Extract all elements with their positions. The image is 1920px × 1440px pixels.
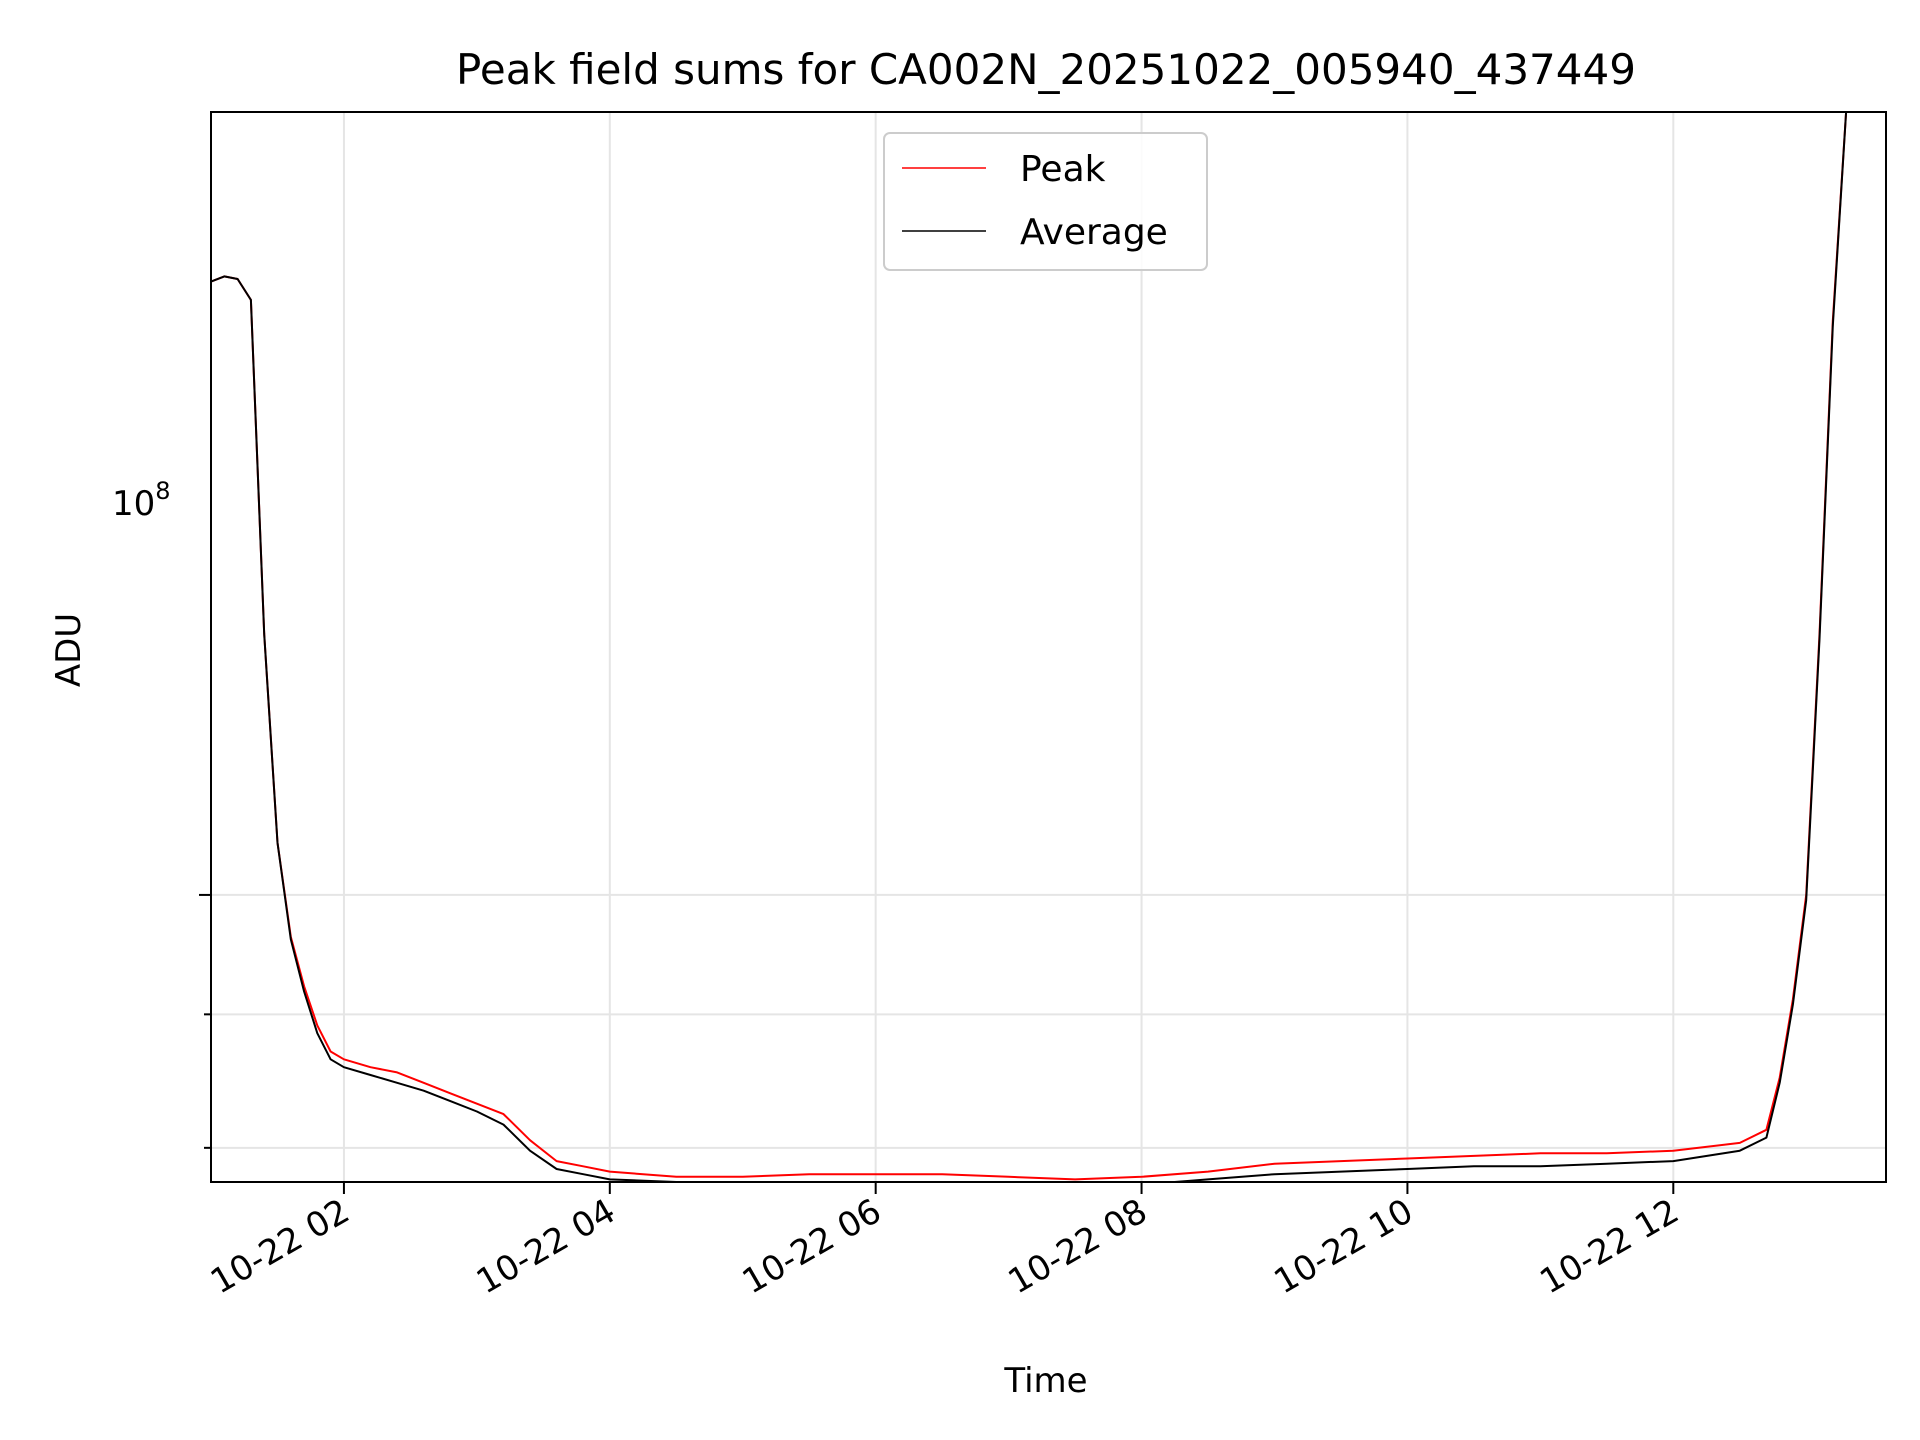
- y-tick-label-major: 108: [112, 477, 171, 524]
- y-tick-base: 10: [112, 484, 155, 524]
- series-layer: [211, 112, 1853, 1182]
- plot-frame: [210, 111, 1887, 1183]
- x-axis-label: Time: [1003, 1361, 1087, 1401]
- legend-label-average: Average: [1020, 212, 1168, 253]
- grid-layer: [211, 112, 1886, 1182]
- chart-title: Peak field sums for CA002N_20251022_0059…: [456, 45, 1636, 94]
- y-tick-exponent: 8: [155, 477, 170, 505]
- y-axis: 108: [112, 477, 211, 1149]
- series-line-peak: [211, 112, 1853, 1181]
- y-axis-label: ADU: [49, 613, 89, 687]
- series-line-average: [211, 112, 1853, 1182]
- legend[interactable]: Peak Average: [883, 132, 1208, 271]
- legend-label-peak: Peak: [1020, 149, 1106, 190]
